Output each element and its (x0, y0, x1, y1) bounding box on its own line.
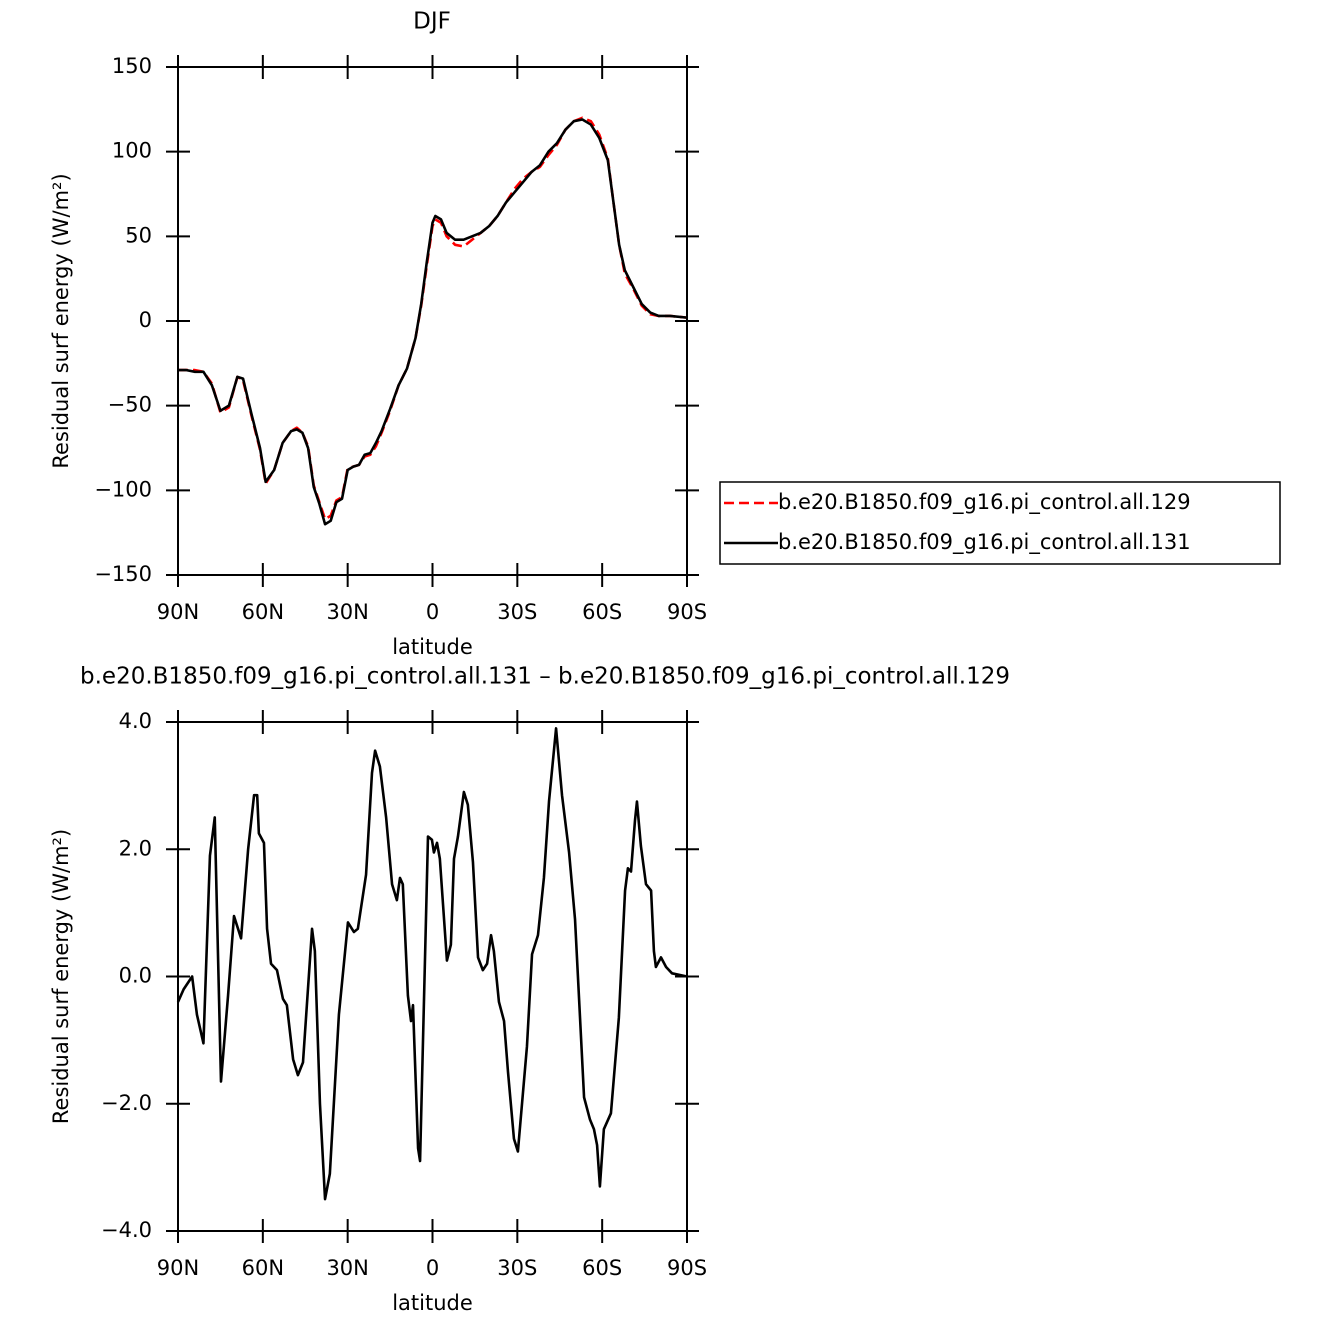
y-tick-label: 100 (112, 139, 152, 163)
y-tick-label: 0 (139, 308, 152, 332)
x-tick-label: 30N (326, 1256, 368, 1280)
chart-title: DJF (413, 9, 451, 35)
x-tick-label: 60S (582, 1256, 622, 1280)
chart-title: b.e20.B1850.f09_g16.pi_control.all.131 –… (80, 664, 1010, 690)
y-axis-label: Residual surf energy (W/m²) (49, 173, 73, 468)
x-tick-label: 0 (426, 600, 439, 624)
x-tick-label: 90S (667, 1256, 707, 1280)
x-axis-label: latitude (392, 1291, 473, 1315)
x-tick-label: 0 (426, 1256, 439, 1280)
data-line (178, 118, 688, 526)
x-tick-label: 30N (326, 600, 368, 624)
x-tick-label: 90S (667, 600, 707, 624)
y-tick-label: −50 (108, 393, 152, 417)
plot-frame (177, 66, 688, 576)
plot-frame (177, 721, 688, 1232)
y-tick-label: −100 (94, 477, 152, 501)
x-tick-label: 30S (497, 600, 537, 624)
x-tick-label: 90N (157, 600, 199, 624)
y-tick-label: 4.0 (119, 709, 152, 733)
x-tick-label: 90N (157, 1256, 199, 1280)
y-tick-label: 2.0 (119, 836, 152, 860)
x-tick-label: 60N (242, 1256, 284, 1280)
y-tick-label: 50 (125, 223, 152, 247)
y-tick-label: −4.0 (101, 1218, 152, 1242)
y-tick-label: −2.0 (101, 1091, 152, 1115)
legend-label: b.e20.B1850.f09_g16.pi_control.all.129 (778, 490, 1191, 515)
legend-label: b.e20.B1850.f09_g16.pi_control.all.131 (778, 530, 1191, 555)
y-axis-label: Residual surf energy (W/m²) (49, 829, 73, 1124)
y-tick-label: −150 (94, 562, 152, 586)
legend-box (719, 481, 1281, 565)
x-tick-label: 30S (497, 1256, 537, 1280)
x-tick-label: 60N (242, 600, 284, 624)
y-tick-label: 150 (112, 54, 152, 78)
x-tick-label: 60S (582, 600, 622, 624)
data-line (176, 727, 688, 1201)
x-axis-label: latitude (392, 635, 473, 659)
y-tick-label: 0.0 (119, 964, 152, 988)
